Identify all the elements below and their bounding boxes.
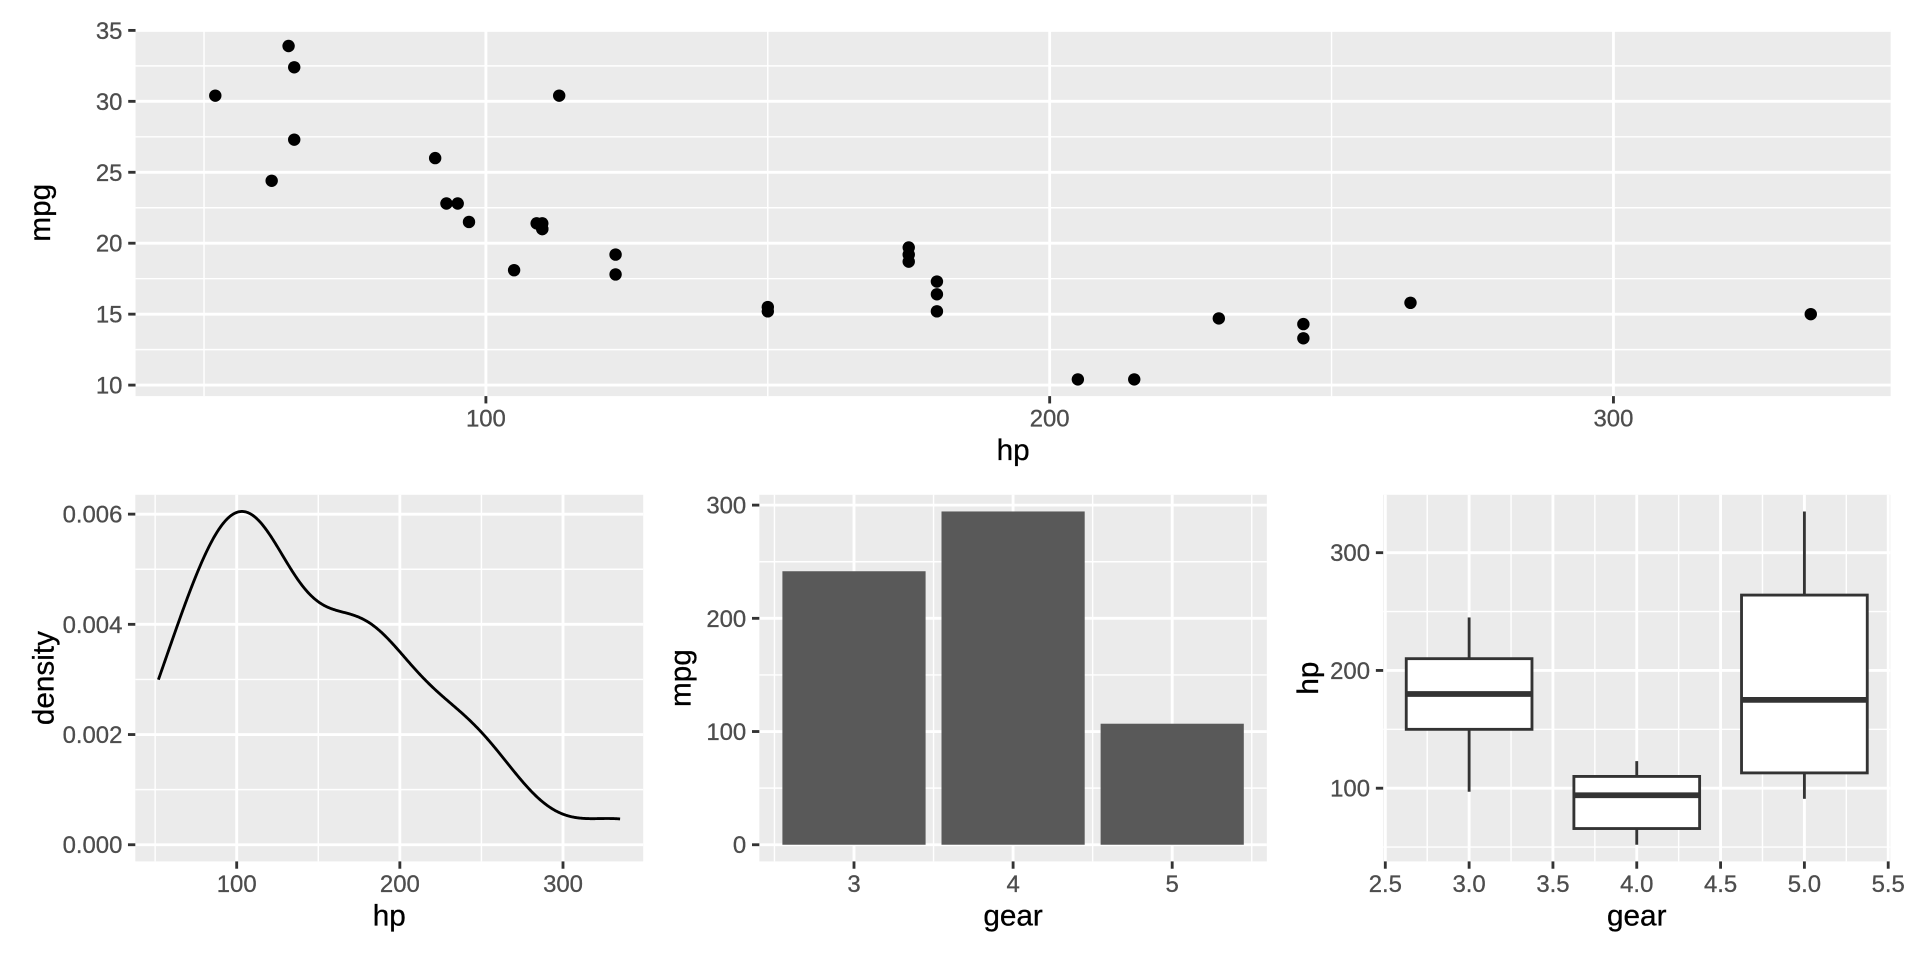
svg-text:200: 200	[1030, 405, 1070, 432]
svg-text:10: 10	[96, 373, 123, 400]
svg-text:100: 100	[1330, 776, 1370, 803]
svg-text:200: 200	[380, 871, 420, 898]
svg-text:35: 35	[96, 18, 123, 45]
svg-text:4.0: 4.0	[1620, 871, 1653, 898]
svg-text:300: 300	[1594, 405, 1634, 432]
svg-text:25: 25	[96, 160, 123, 187]
svg-text:300: 300	[543, 871, 583, 898]
svg-text:4: 4	[1006, 871, 1019, 898]
svg-text:100: 100	[466, 405, 506, 432]
svg-text:0.000: 0.000	[63, 832, 123, 859]
svg-text:4.5: 4.5	[1704, 871, 1737, 898]
svg-text:300: 300	[706, 493, 746, 520]
svg-text:5.5: 5.5	[1872, 871, 1905, 898]
svg-text:mpg: mpg	[24, 184, 57, 242]
svg-text:gear: gear	[1607, 900, 1667, 933]
svg-text:mpg: mpg	[665, 649, 698, 707]
svg-text:hp: hp	[1292, 662, 1325, 695]
svg-text:5.0: 5.0	[1788, 871, 1821, 898]
svg-text:300: 300	[1330, 540, 1370, 567]
svg-text:0.002: 0.002	[63, 722, 123, 749]
svg-text:2.5: 2.5	[1369, 871, 1402, 898]
svg-text:5: 5	[1166, 871, 1179, 898]
svg-text:hp: hp	[997, 434, 1030, 467]
svg-text:200: 200	[706, 606, 746, 633]
svg-text:15: 15	[96, 302, 123, 329]
svg-text:3.5: 3.5	[1536, 871, 1569, 898]
svg-text:20: 20	[96, 231, 123, 258]
svg-text:0: 0	[733, 832, 746, 859]
svg-text:3.0: 3.0	[1453, 871, 1486, 898]
svg-text:0.006: 0.006	[63, 502, 123, 529]
svg-text:gear: gear	[983, 900, 1043, 933]
svg-text:200: 200	[1330, 658, 1370, 685]
svg-text:100: 100	[217, 871, 257, 898]
svg-text:30: 30	[96, 89, 123, 116]
svg-text:100: 100	[706, 719, 746, 746]
svg-text:0.004: 0.004	[63, 612, 123, 639]
svg-text:3: 3	[847, 871, 860, 898]
svg-text:density: density	[28, 631, 61, 725]
svg-text:hp: hp	[373, 900, 406, 933]
